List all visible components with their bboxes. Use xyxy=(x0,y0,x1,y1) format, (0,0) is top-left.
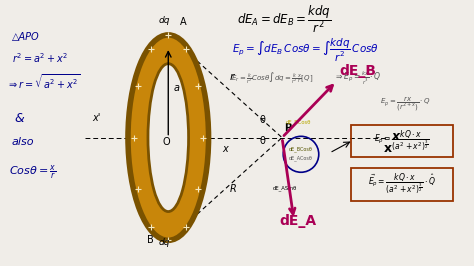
Text: dq: dq xyxy=(159,16,170,25)
Text: x: x xyxy=(391,130,399,143)
Ellipse shape xyxy=(128,35,209,240)
Text: $Cos\theta = \frac{x}{r}$: $Cos\theta = \frac{x}{r}$ xyxy=(9,164,57,182)
Text: dE_A: dE_A xyxy=(280,214,317,228)
Text: θ: θ xyxy=(259,136,265,146)
Text: r: r xyxy=(230,72,235,82)
Text: also: also xyxy=(12,137,34,147)
Text: $\vec{E_p} = \dfrac{kQ\cdot x}{(a^2+x^2)^{\frac{3}{2}}}\cdot\hat{Q}$: $\vec{E_p} = \dfrac{kQ\cdot x}{(a^2+x^2)… xyxy=(368,172,436,196)
Text: dE_ACosθ: dE_ACosθ xyxy=(289,155,313,161)
Text: θ: θ xyxy=(259,115,265,126)
Text: dE_B: dE_B xyxy=(339,64,376,78)
Ellipse shape xyxy=(148,64,189,211)
Text: a: a xyxy=(174,83,180,93)
Text: x: x xyxy=(222,144,228,154)
Text: &: & xyxy=(14,112,24,125)
Text: $E_p = \dfrac{kQ\cdot x}{(a^2+x^2)^{\frac{3}{2}}}$: $E_p = \dfrac{kQ\cdot x}{(a^2+x^2)^{\fra… xyxy=(374,128,430,153)
Text: x': x' xyxy=(92,113,101,123)
Text: dE_ASinθ: dE_ASinθ xyxy=(272,185,297,191)
Text: x: x xyxy=(384,142,392,155)
Text: dE_BCosθ: dE_BCosθ xyxy=(289,147,313,152)
Text: R: R xyxy=(230,184,237,194)
Text: $E_p = \int dE_B \,Cos\theta = \int\dfrac{kdq}{r^2}\,Cos\theta$: $E_p = \int dE_B \,Cos\theta = \int\dfra… xyxy=(232,37,379,64)
Text: O: O xyxy=(162,137,170,147)
Text: $\Rightarrow r = \sqrt{a^2+x^2}$: $\Rightarrow r = \sqrt{a^2+x^2}$ xyxy=(7,72,80,91)
Text: $\Rightarrow E_p = \frac{kx}{r^3}\cdot Q$: $\Rightarrow E_p = \frac{kx}{r^3}\cdot Q… xyxy=(334,69,382,87)
Text: $E_p = \dfrac{rx}{(r^{2+x})}\cdot Q$: $E_p = \dfrac{rx}{(r^{2+x})}\cdot Q$ xyxy=(380,95,430,113)
Text: dE_BCosθ: dE_BCosθ xyxy=(286,119,311,125)
Text: P: P xyxy=(284,123,292,133)
Text: △APO: △APO xyxy=(12,32,39,42)
Text: $E_r = \frac{k}{r^2}Cos\theta\int dq = \frac{k}{r^2}\frac{x}{r}[Q]$: $E_r = \frac{k}{r^2}Cos\theta\int dq = \… xyxy=(231,70,314,86)
Text: A: A xyxy=(180,16,187,27)
Text: B: B xyxy=(147,235,154,245)
Text: dq: dq xyxy=(159,238,170,247)
Text: $r^2 = a^2 + x^2$: $r^2 = a^2 + x^2$ xyxy=(12,51,68,65)
Text: $dE_A = dE_B = \dfrac{kdq}{r^2}$: $dE_A = dE_B = \dfrac{kdq}{r^2}$ xyxy=(237,3,331,35)
